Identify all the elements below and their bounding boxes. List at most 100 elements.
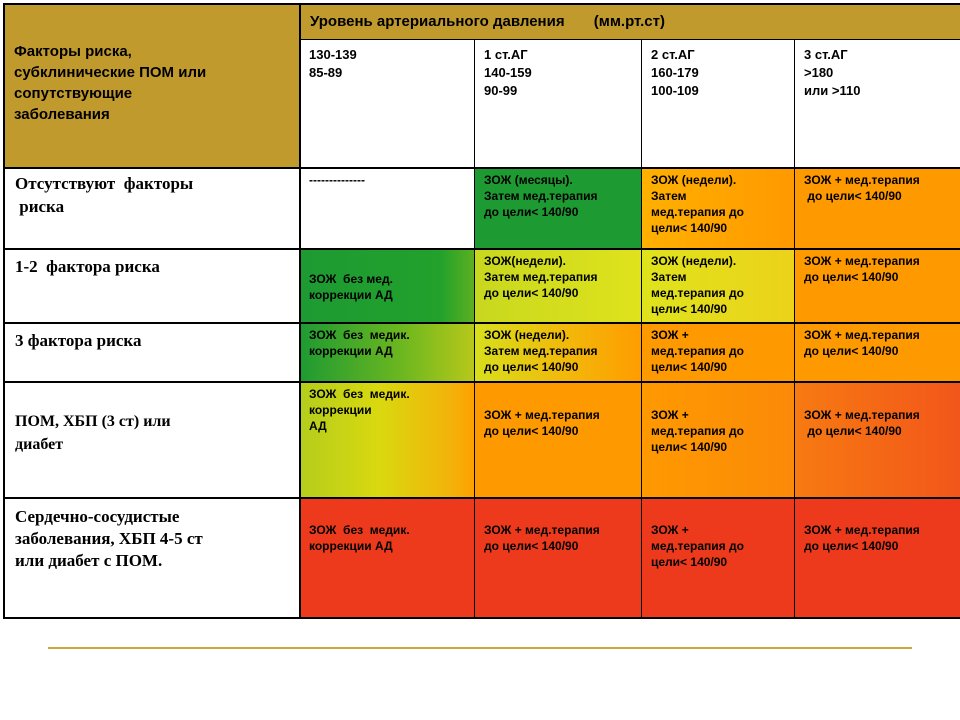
cell-line: ЗОЖ без мед. [309,272,393,286]
bp-column-header-grade-2: 2 ст.АГ 160-179 100-109 [642,40,795,168]
cell-r4-c3: ЗОЖ + мед.терапия до цели< 140/90 [642,382,795,498]
header-line: субклинические ПОМ или [14,64,207,81]
cell-r1-c2: ЗОЖ (месяцы). Затем мед.терапия до цели<… [475,168,642,249]
cell-r4-c1: ЗОЖ без медик. коррекции АД [300,382,475,498]
cell-line: коррекции [309,403,372,417]
cell-line: ЗОЖ (недели). [484,328,570,342]
bp-line: 140-159 [484,65,532,80]
cell-r3-c3: ЗОЖ + мед.терапия до цели< 140/90 [642,323,795,382]
cell-line: до цели< 140/90 [804,270,899,284]
bp-column-header-grade-1: 1 ст.АГ 140-159 90-99 [475,40,642,168]
row-label-cvd-ckd-diabetes-tod: Сердечно-сосудистые заболевания, ХБП 4-5… [5,498,300,618]
cell-line: Затем [651,270,687,284]
table-border [3,3,960,5]
cell-line: Затем мед.терапия [484,189,598,203]
cell-r4-c2: ЗОЖ + мед.терапия до цели< 140/90 [475,382,642,498]
bp-line: 85-89 [309,65,343,80]
bp-column-header-grade-3: 3 ст.АГ >180 или >110 [795,40,960,168]
bp-line: 90-99 [484,83,518,98]
cell-line: ЗОЖ без медик. [309,328,410,342]
bp-level-header: Уровень артериального давления (мм.рт.ст… [300,5,960,40]
cell-line: до цели< 140/90 [804,189,902,203]
slide-divider [48,647,912,649]
risk-factors-header: Факторы риска, субклинические ПОМ или со… [5,5,300,168]
row-label-tod-ckd-diabetes: ПОМ, ХБП (3 ст) или диабет [5,382,300,498]
cell-line: мед.терапия до [651,286,744,300]
cell-line: ЗОЖ + мед.терапия [804,523,920,537]
bp-line: 100-109 [651,83,699,98]
cell-r4-c4: ЗОЖ + мед.терапия до цели< 140/90 [795,382,960,498]
cell-line: мед.терапия до [651,424,744,438]
cell-line: до цели< 140/90 [804,344,899,358]
row-label-3-risk-factors: 3 фактора риска [5,323,300,382]
cell-line: цели< 140/90 [651,221,728,235]
cell-line: ЗОЖ без медик. [309,387,410,401]
cell-line: мед.терапия до [651,344,744,358]
cell-r2-c4: ЗОЖ + мед.терапия до цели< 140/90 [795,249,960,323]
header-line: Факторы риска, [14,43,132,60]
row-label-line: Отсутствуют факторы [15,174,194,193]
cell-line: цели< 140/90 [651,302,728,316]
bp-line: 1 ст.АГ [484,47,528,62]
bp-line: >180 [804,65,834,80]
row-label-line: 1-2 фактора риска [15,257,160,276]
table-border [3,381,960,383]
bp-line: или >110 [804,83,861,98]
table-border [3,497,960,499]
table-border [3,322,960,324]
table-border [794,39,795,619]
table-border [299,3,301,619]
cell-line: коррекции АД [309,344,393,358]
bp-column-header-normal-high: 130-139 85-89 [300,40,475,168]
row-label-line: или диабет с ПОМ. [15,551,163,570]
row-label-line: 3 фактора риска [15,331,142,350]
cell-line: мед.терапия до [651,539,744,553]
cell-r5-c1: ЗОЖ без медик. коррекции АД [300,498,475,618]
cell-line: АД [309,419,327,433]
header-line: сопутствующие [14,85,133,102]
cell-line: Затем [651,189,687,203]
cell-r1-c1: -------------- [300,168,475,249]
cell-line: -------------- [309,173,365,187]
cell-line: ЗОЖ + мед.терапия [484,523,600,537]
cell-line: ЗОЖ(недели). [484,254,566,268]
cell-line: до цели< 140/90 [484,205,579,219]
cell-line: ЗОЖ (недели). [651,254,737,268]
bp-line: 160-179 [651,65,699,80]
cell-line: цели< 140/90 [651,360,728,374]
cell-line: до цели< 140/90 [484,539,579,553]
cell-r5-c2: ЗОЖ + мед.терапия до цели< 140/90 [475,498,642,618]
bp-line: 2 ст.АГ [651,47,695,62]
cell-r5-c3: ЗОЖ + мед.терапия до цели< 140/90 [642,498,795,618]
cell-r3-c4: ЗОЖ + мед.терапия до цели< 140/90 [795,323,960,382]
cell-r3-c2: ЗОЖ (недели). Затем мед.терапия до цели<… [475,323,642,382]
cell-line: ЗОЖ + мед.терапия [804,408,920,422]
row-label-line: заболевания, ХБП 4-5 ст [15,529,203,548]
table-border [641,39,642,619]
cell-r1-c3: ЗОЖ (недели). Затем мед.терапия до цели<… [642,168,795,249]
cell-line: Затем мед.терапия [484,344,598,358]
table-border [3,167,960,169]
table-border [3,248,960,250]
row-label-1-2-risk-factors: 1-2 фактора риска [5,249,300,323]
table-border [3,617,960,619]
cell-r5-c4: ЗОЖ + мед.терапия до цели< 140/90 [795,498,960,618]
cell-line: до цели< 140/90 [484,424,579,438]
row-label-no-risk-factors: Отсутствуют факторы риска [5,168,300,249]
row-label-line: диабет [15,436,64,453]
cell-r2-c3: ЗОЖ (недели). Затем мед.терапия до цели<… [642,249,795,323]
header-line: заболевания [14,106,110,123]
cell-line: Затем мед.терапия [484,270,598,284]
row-label-line: риска [15,197,65,216]
cell-line: ЗОЖ + мед.терапия [804,254,920,268]
cell-line: ЗОЖ + [651,408,689,422]
cell-line: ЗОЖ + [651,328,689,342]
risk-stratification-table: Факторы риска, субклинические ПОМ или со… [3,3,960,619]
cell-line: цели< 140/90 [651,440,728,454]
row-label-line: Сердечно-сосудистые [15,507,180,526]
cell-line: ЗОЖ без медик. [309,523,410,537]
cell-line: цели< 140/90 [651,555,728,569]
cell-r2-c1: ЗОЖ без мед. коррекции АД [300,249,475,323]
cell-r1-c4: ЗОЖ + мед.терапия до цели< 140/90 [795,168,960,249]
cell-line: коррекции АД [309,539,393,553]
